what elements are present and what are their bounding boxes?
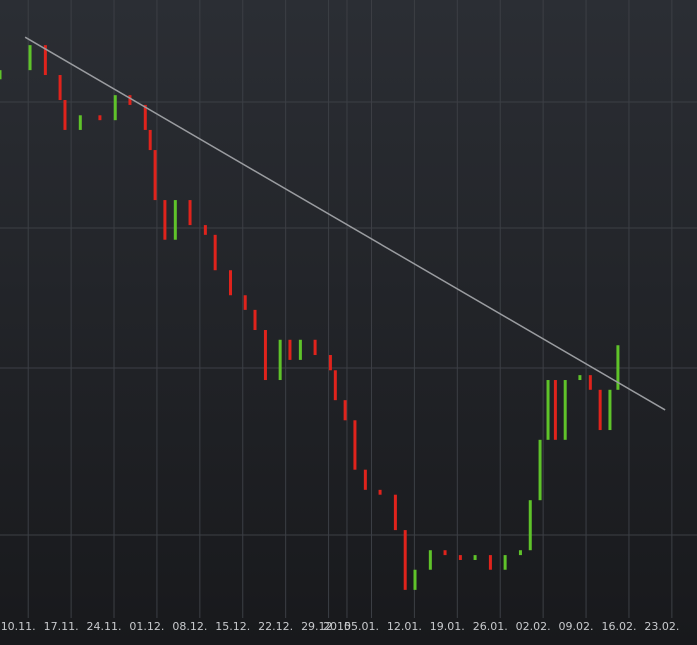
candle-body: [298, 339, 302, 360]
candle-body: [328, 355, 332, 371]
candle-body: [503, 555, 507, 570]
candle-body: [278, 339, 282, 381]
candle-body: [343, 400, 347, 421]
candle-body: [228, 270, 232, 296]
x-tick-label: 2015: [323, 620, 351, 633]
x-tick-label: 26.01.: [473, 620, 508, 633]
candle-body: [616, 345, 620, 390]
candle-body: [243, 295, 247, 310]
candle-body: [413, 569, 417, 590]
candle-body: [608, 389, 612, 431]
x-tick-label: 01.12.: [129, 620, 164, 633]
candle-body: [443, 550, 447, 556]
candle-body: [28, 45, 32, 71]
candle-body: [253, 309, 257, 331]
x-tick-label: 19.01.: [430, 620, 465, 633]
candle-body: [188, 200, 192, 226]
candle-body: [563, 380, 567, 440]
candle-body: [528, 500, 532, 551]
candle-body: [598, 389, 602, 431]
x-tick-label: 23.02.: [644, 620, 679, 633]
x-tick-label: 02.02.: [516, 620, 551, 633]
candle-body: [403, 530, 407, 590]
candle-body: [363, 469, 367, 490]
x-tick-label: 24.11.: [87, 620, 122, 633]
x-tick-label: 08.12.: [172, 620, 207, 633]
candle-body: [98, 115, 102, 121]
candle-body: [313, 339, 317, 356]
candle-body: [78, 115, 82, 130]
candle-body: [58, 75, 62, 101]
candle-body: [173, 200, 177, 240]
candle-body: [473, 555, 477, 560]
x-tick-label: 05.01.: [344, 620, 379, 633]
candle-body: [63, 100, 67, 130]
candle-body: [43, 45, 47, 76]
candle-body: [518, 550, 522, 556]
candle-body: [163, 200, 167, 240]
candle-body: [263, 330, 267, 381]
candle-body: [153, 150, 157, 201]
candle-body: [0, 70, 2, 80]
candle-body: [148, 129, 152, 151]
candle-body: [428, 550, 432, 570]
trend-line: [24, 36, 666, 411]
x-tick-label: 15.12.: [215, 620, 250, 633]
x-tick-label: 16.02.: [601, 620, 636, 633]
candle-body: [378, 489, 382, 495]
x-tick-label: 22.12.: [258, 620, 293, 633]
candle-body: [546, 380, 550, 440]
candle-body: [538, 439, 542, 501]
candle-body: [353, 420, 357, 470]
candle-body: [553, 380, 557, 440]
x-tick-label: 09.02.: [559, 620, 594, 633]
candle-body: [143, 104, 147, 130]
candle-body: [128, 95, 132, 105]
x-tick-label: 29.12.: [301, 620, 336, 633]
candle-body: [488, 555, 492, 570]
candle-body: [333, 370, 337, 401]
x-tick-label: 12.01.: [387, 620, 422, 633]
candle-body: [213, 234, 217, 271]
candle-body: [393, 494, 397, 531]
candle-body: [113, 95, 117, 121]
candle-body: [578, 375, 582, 381]
candle-body: [288, 339, 292, 360]
candle-body: [203, 225, 207, 235]
candle-body: [588, 375, 592, 390]
x-tick-label: 17.11.: [44, 620, 79, 633]
candle-body: [458, 555, 462, 560]
x-tick-label: 10.11.: [1, 620, 36, 633]
